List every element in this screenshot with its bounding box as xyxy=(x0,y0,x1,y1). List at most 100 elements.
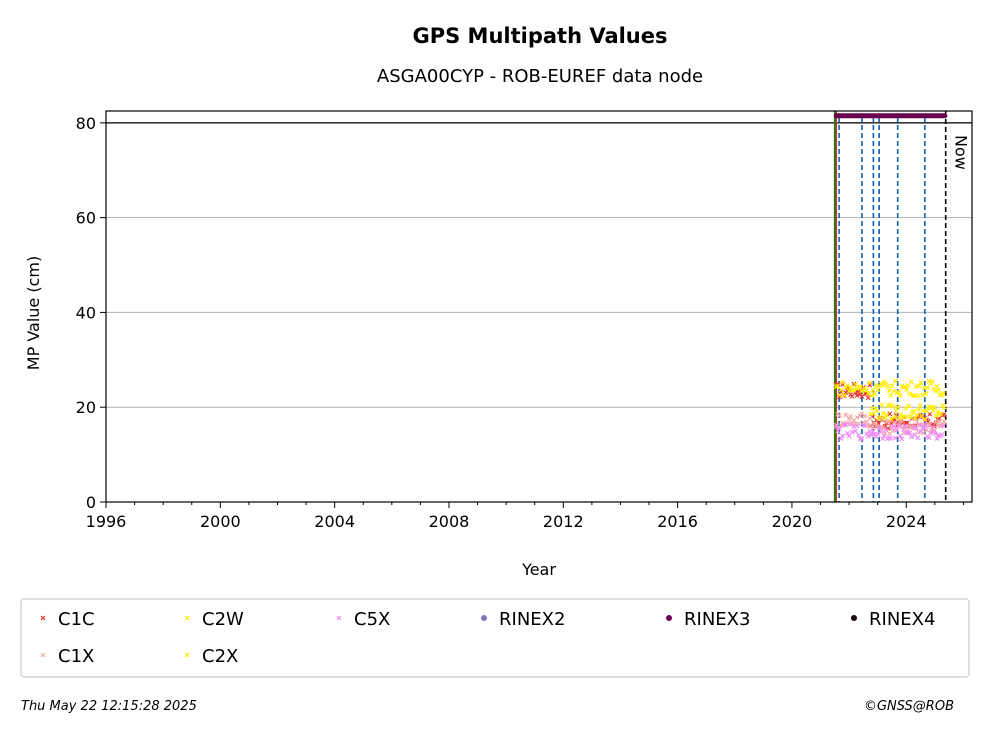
legend-marker-c2x xyxy=(184,652,190,658)
data-point-c2x xyxy=(880,382,886,388)
x-tick-label: 2008 xyxy=(429,512,470,531)
legend-marker-rinex4 xyxy=(851,615,857,621)
legend-label-c2w: C2W xyxy=(202,609,244,630)
footer-copyright: ©GNSS@ROB xyxy=(864,699,954,714)
data-point-c2x xyxy=(902,384,908,390)
data-point-c5x xyxy=(888,436,894,442)
data-point-c2w xyxy=(892,414,897,420)
data-point-c2w xyxy=(912,415,918,421)
data-point-c5x xyxy=(841,422,847,427)
data-point-c2w xyxy=(935,409,941,415)
data-point-c2x xyxy=(934,383,940,389)
data-point-c1x xyxy=(854,414,860,420)
data-point-c5x xyxy=(859,436,865,442)
data-point-c2w xyxy=(895,404,901,410)
data-point-c2w xyxy=(877,414,883,420)
data-point-c1c xyxy=(857,391,863,397)
data-point-c5x xyxy=(929,424,935,430)
data-point-c2x xyxy=(925,385,930,390)
data-point-c5x xyxy=(864,431,870,437)
data-point-c2x xyxy=(936,387,942,393)
axis-ticks: 0 20 40 60 80 1996 2000 2004 2008 2012 2016 2020 202… xyxy=(76,114,964,531)
data-point-c1x xyxy=(867,416,873,421)
legend-marker-rinex3 xyxy=(666,615,672,621)
legend-label-rinex2: RINEX2 xyxy=(499,609,565,630)
data-point-c2w xyxy=(898,411,904,417)
data-point-c2x xyxy=(886,388,892,393)
data-point-c5x xyxy=(891,423,897,429)
gridlines xyxy=(106,122,972,408)
data-point-c2w xyxy=(916,407,921,413)
legend: C1C C2W C5X RINEX2 RINEX3 RINEX4 C1X C2X xyxy=(40,609,935,667)
data-point-c5x xyxy=(837,426,842,431)
data-point-c5x xyxy=(883,427,889,433)
data-point-c5x xyxy=(909,434,914,440)
data-point-c1c xyxy=(854,393,860,398)
data-point-c5x xyxy=(869,432,874,438)
data-point-c5x xyxy=(880,436,886,442)
data-point-c5x xyxy=(933,431,938,437)
data-point-c2w xyxy=(922,416,928,422)
legend-box xyxy=(20,598,970,678)
data-point-c5x xyxy=(875,431,881,437)
y-tick-label: 40 xyxy=(76,303,96,322)
data-point-c2x xyxy=(875,387,881,393)
legend-label-c2x: C2X xyxy=(202,646,238,667)
data-point-c5x xyxy=(899,436,905,442)
data-point-c2w xyxy=(932,404,937,410)
data-point-c2w xyxy=(941,404,947,410)
data-point-c1c xyxy=(835,381,841,387)
plot-frame xyxy=(105,110,973,503)
legend-label-rinex4: RINEX4 xyxy=(869,609,935,630)
x-tick-label: 2004 xyxy=(314,512,355,531)
data-point-c1x xyxy=(859,411,865,417)
data-point-c5x xyxy=(846,433,852,439)
data-point-c2w xyxy=(890,403,896,409)
data-point-c1x xyxy=(914,418,920,424)
legend-marker-c5x xyxy=(336,615,342,621)
data-point-c2x xyxy=(941,391,946,396)
data-point-c2w xyxy=(917,403,923,409)
data-point-c1x xyxy=(884,418,889,424)
data-point-c2w xyxy=(911,408,917,414)
data-point-c2x xyxy=(897,392,903,398)
data-point-c5x xyxy=(870,428,876,434)
data-point-c2x xyxy=(872,391,878,397)
data-point-c2x xyxy=(840,379,846,385)
data-point-c2x xyxy=(869,393,874,399)
data-point-c5x xyxy=(921,425,927,431)
data-point-c1x xyxy=(837,413,842,418)
data-point-c5x xyxy=(915,435,921,441)
data-point-c2w xyxy=(880,410,886,416)
data-point-c1x xyxy=(848,414,854,419)
data-point-c1x xyxy=(935,423,941,428)
data-point-c2w xyxy=(924,408,929,414)
data-point-c1c xyxy=(849,393,855,399)
data-point-c2x xyxy=(889,383,895,389)
data-point-c2w xyxy=(879,402,885,408)
data-point-c2w xyxy=(882,415,888,421)
data-point-c2x xyxy=(918,380,924,385)
data-point-c2w xyxy=(884,412,889,418)
data-point-c5x xyxy=(833,424,839,430)
data-point-c2x xyxy=(867,380,873,386)
data-point-c1x xyxy=(872,420,878,426)
data-point-c2x xyxy=(891,388,897,394)
data-points xyxy=(833,113,948,442)
data-point-c1x xyxy=(843,412,849,418)
data-point-c2x xyxy=(835,383,841,389)
reference-lines: Now xyxy=(106,111,972,502)
data-point-c5x xyxy=(926,435,932,441)
data-point-c5x xyxy=(923,422,929,428)
data-point-c2x xyxy=(888,392,894,398)
y-tick-label: 0 xyxy=(86,493,96,512)
data-point-c2x xyxy=(837,392,842,398)
x-axis-label: Year xyxy=(521,560,556,579)
y-tick-label: 80 xyxy=(76,114,96,133)
x-tick-label: 2020 xyxy=(772,512,813,531)
data-point-c5x xyxy=(897,433,903,439)
data-point-c2x xyxy=(909,379,914,385)
data-point-c2x xyxy=(870,387,876,393)
data-point-c2x xyxy=(920,392,926,398)
